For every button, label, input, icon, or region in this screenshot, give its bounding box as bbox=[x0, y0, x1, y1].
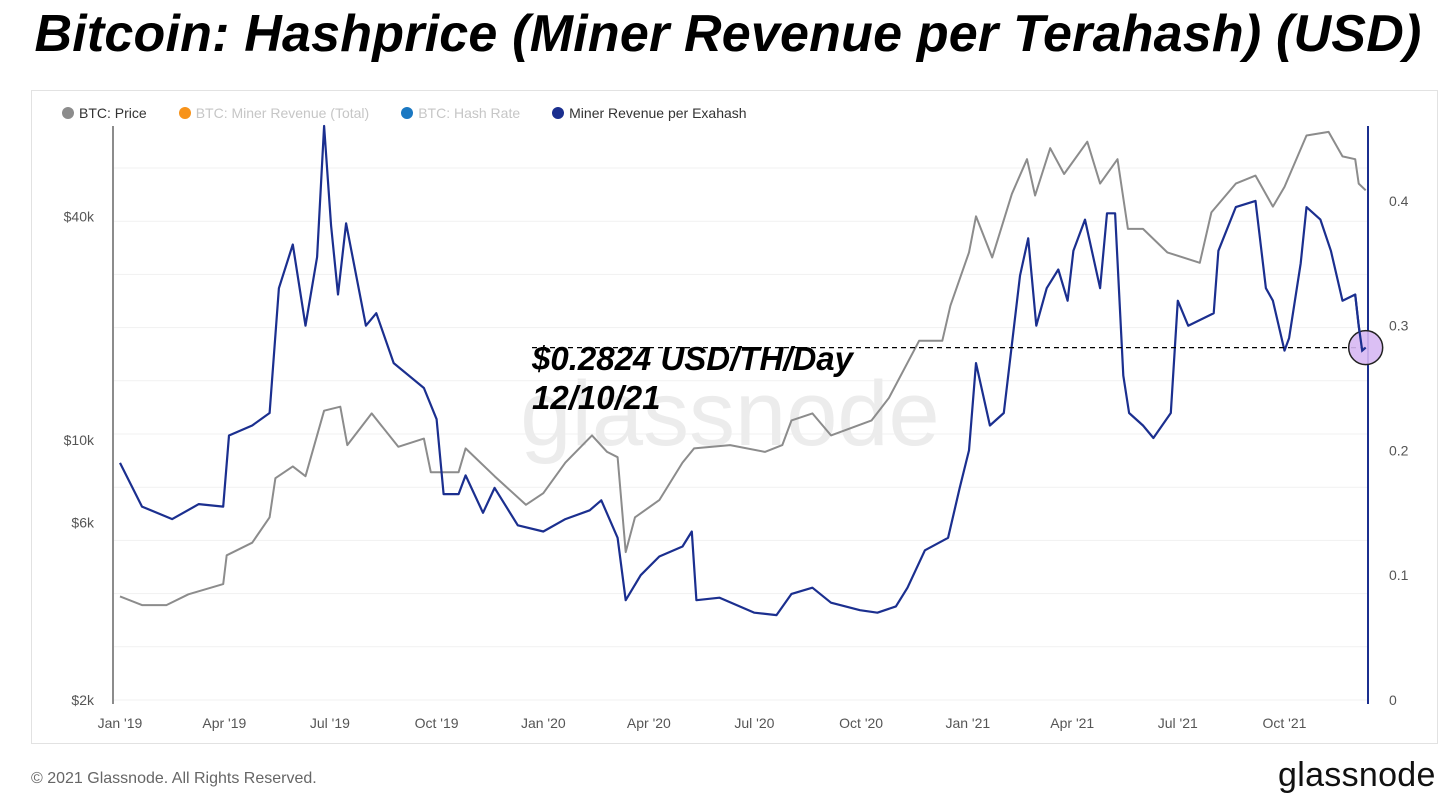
x-tick-label: Jul '21 bbox=[1158, 715, 1198, 731]
annotation-series-tip bbox=[1354, 294, 1367, 353]
legend-label-hash-rate: BTC: Hash Rate bbox=[418, 105, 521, 121]
x-tick-label: Jan '19 bbox=[98, 715, 143, 731]
x-tick-label: Apr '20 bbox=[627, 715, 671, 731]
legend-item-price[interactable]: BTC: Price bbox=[62, 105, 147, 121]
x-tick-label: Oct '21 bbox=[1263, 715, 1307, 731]
copyright-text: © 2021 Glassnode. All Rights Reserved. bbox=[31, 770, 317, 787]
y-right-tick-label: 0.3 bbox=[1389, 318, 1409, 334]
x-tick-label: Apr '21 bbox=[1050, 715, 1094, 731]
legend-label-miner-revenue: BTC: Miner Revenue (Total) bbox=[195, 105, 370, 121]
x-tick-label: Jul '20 bbox=[734, 715, 774, 731]
y-right-tick-label: 0.4 bbox=[1389, 193, 1409, 209]
y-left-tick-label: $40k bbox=[64, 208, 95, 224]
y-right-tick-label: 0.1 bbox=[1389, 567, 1409, 583]
chart-title: Bitcoin: Hashprice (Miner Revenue per Te… bbox=[34, 5, 1422, 63]
legend-dot-miner-revenue bbox=[178, 107, 191, 119]
x-tick-label: Apr '19 bbox=[202, 715, 246, 731]
legend-item-miner-revenue[interactable]: BTC: Miner Revenue (Total) bbox=[178, 105, 370, 121]
legend-label-price: BTC: Price bbox=[79, 105, 147, 121]
y-left-tick-label: $10k bbox=[64, 432, 95, 448]
x-tick-label: Oct '19 bbox=[415, 715, 459, 731]
legend-dot-price bbox=[62, 107, 74, 119]
legend-item-hash-rate[interactable]: BTC: Hash Rate bbox=[401, 105, 520, 121]
annotation-date-label: 12/10/21 bbox=[532, 379, 660, 416]
y-left-tick-label: $2k bbox=[71, 692, 95, 708]
y-right-tick-label: 0 bbox=[1389, 692, 1397, 708]
y-left-tick-label: $6k bbox=[71, 515, 95, 531]
series-line-hashprice bbox=[119, 124, 1367, 617]
legend-dot-hash-rate bbox=[401, 107, 414, 119]
glassnode-logo: glassnode bbox=[1278, 756, 1436, 794]
chart-legend: BTC: Price BTC: Miner Revenue (Total) BT… bbox=[62, 104, 779, 122]
legend-dot-hashprice bbox=[552, 107, 565, 119]
x-tick-label: Jan '20 bbox=[521, 715, 566, 731]
annotation-value-label: $0.2824 USD/TH/Day bbox=[531, 340, 855, 377]
x-tick-label: Jan '21 bbox=[945, 715, 990, 731]
legend-item-hashprice[interactable]: Miner Revenue per Exahash bbox=[552, 105, 747, 121]
x-tick-label: Oct '20 bbox=[839, 715, 883, 731]
series-line-btc-price bbox=[119, 130, 1367, 607]
legend-label-hashprice: Miner Revenue per Exahash bbox=[569, 105, 747, 121]
watermark-text: glassnode bbox=[520, 363, 939, 465]
y-right-tick-label: 0.2 bbox=[1389, 442, 1409, 458]
x-tick-label: Jul '19 bbox=[310, 715, 350, 731]
